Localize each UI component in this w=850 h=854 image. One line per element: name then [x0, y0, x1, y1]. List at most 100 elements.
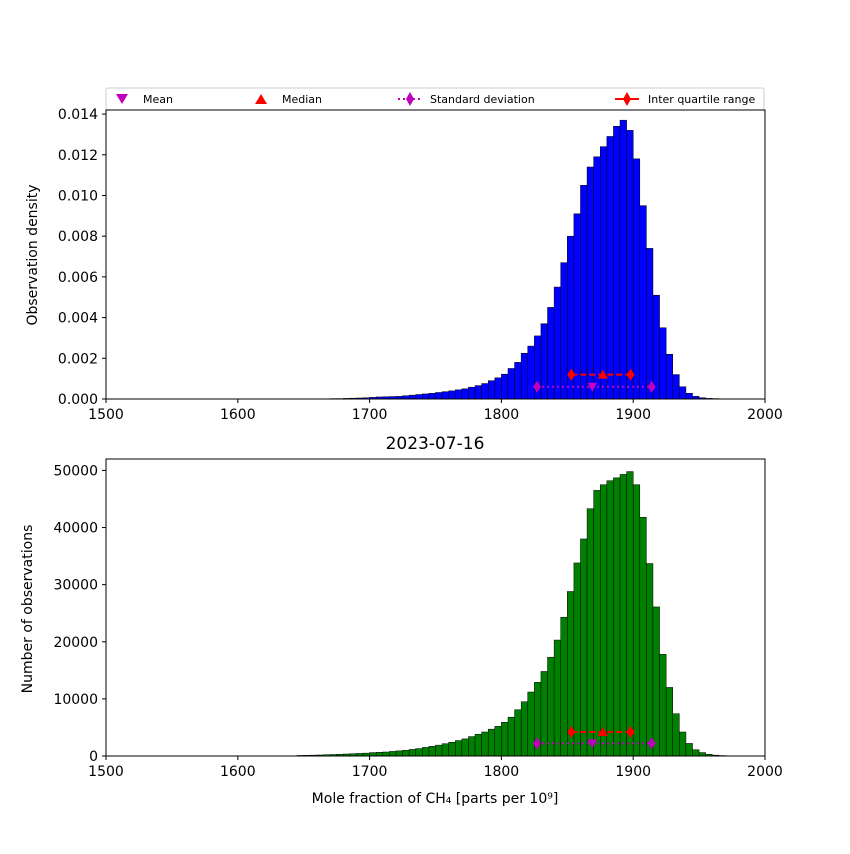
- y-tick-label: 0.002: [58, 351, 98, 367]
- histogram-bar: [580, 539, 587, 756]
- legend-label-mean: Mean: [143, 93, 173, 106]
- x-tick-label: 1600: [220, 764, 256, 780]
- histogram-bar: [501, 374, 508, 399]
- legend-label-std: Standard deviation: [430, 93, 535, 106]
- histogram-bar: [627, 130, 634, 399]
- x-tick-label: 1600: [220, 407, 256, 423]
- histogram-bar: [475, 386, 482, 399]
- histogram-bar: [607, 481, 614, 756]
- histogram-bar: [679, 732, 686, 756]
- y-tick-label: 0.006: [58, 270, 98, 286]
- histogram-bar: [488, 381, 495, 399]
- histogram-bar: [574, 563, 581, 756]
- bottom-xlabel: Mole fraction of CH₄ [parts per 10⁹]: [312, 791, 559, 807]
- histogram-bar: [627, 472, 634, 756]
- x-tick-label: 2000: [747, 764, 783, 780]
- histogram-bar: [660, 654, 667, 756]
- histogram-bar: [561, 617, 568, 756]
- histogram-bar: [554, 640, 561, 756]
- histogram-bar: [462, 739, 469, 756]
- x-tick-label: 1900: [615, 407, 651, 423]
- histogram-bar: [403, 750, 410, 756]
- histogram-bar: [673, 375, 680, 399]
- histogram-bar: [396, 751, 403, 756]
- histogram-bar: [409, 749, 416, 756]
- histogram-bar: [600, 485, 607, 756]
- x-tick-label: 1800: [484, 764, 520, 780]
- histogram-bar: [436, 745, 443, 756]
- histogram-bar: [528, 692, 535, 756]
- x-tick-label: 1700: [352, 764, 388, 780]
- x-tick-label: 1500: [88, 407, 124, 423]
- legend-label-iqr: Inter quartile range: [648, 93, 755, 106]
- top-ylabel: Observation density: [25, 184, 41, 325]
- histogram-bar: [429, 746, 436, 756]
- y-tick-label: 0.004: [58, 311, 98, 327]
- histogram-bar: [646, 564, 653, 756]
- histogram-bar: [370, 753, 377, 756]
- y-tick-label: 10000: [53, 692, 98, 708]
- histogram-bar: [416, 395, 423, 399]
- histogram-bar: [548, 307, 555, 399]
- histogram-bar: [660, 328, 667, 399]
- histogram-bar: [436, 392, 443, 399]
- histogram-bar: [482, 384, 489, 399]
- histogram-bar: [613, 126, 620, 399]
- histogram-bar: [515, 362, 522, 399]
- y-tick-label: 0.012: [58, 148, 98, 164]
- histogram-bar: [409, 395, 416, 399]
- bottom-ylabel: Number of observations: [20, 525, 36, 694]
- x-tick-label: 1700: [352, 407, 388, 423]
- histogram-bar: [442, 392, 449, 399]
- y-tick-label: 0.014: [58, 107, 98, 123]
- histogram-bar: [389, 751, 396, 756]
- histogram-bar: [468, 387, 475, 399]
- histogram-bar: [383, 752, 390, 756]
- histogram-bar: [455, 390, 462, 399]
- histogram-bar: [666, 354, 673, 399]
- y-tick-label: 50000: [53, 463, 98, 479]
- y-tick-label: 0.010: [58, 188, 98, 204]
- histogram-bar: [587, 509, 594, 756]
- histogram-bar: [699, 753, 706, 756]
- bottom-title: 2023-07-16: [386, 434, 485, 454]
- histogram-bar: [633, 159, 640, 399]
- histogram-bar: [495, 726, 502, 756]
- histogram-bar: [376, 752, 383, 756]
- histogram-bar: [580, 185, 587, 399]
- histogram-bar: [646, 248, 653, 399]
- histogram-bar: [640, 206, 647, 399]
- y-tick-label: 0: [89, 749, 98, 765]
- legend-label-median: Median: [282, 93, 322, 106]
- histogram-bar: [607, 136, 614, 399]
- histogram-bar: [613, 478, 620, 756]
- histogram-bar: [679, 387, 686, 399]
- histogram-bar: [475, 734, 482, 756]
- legend: Mean Median Standard deviation Inter qua…: [106, 88, 764, 110]
- histogram-bar: [442, 744, 449, 756]
- histogram-bar: [541, 324, 548, 399]
- histogram-bar: [554, 287, 561, 399]
- histogram-bar: [468, 737, 475, 756]
- x-tick-label: 1500: [88, 764, 124, 780]
- histogram-bar: [653, 607, 660, 756]
- histogram-bar: [594, 490, 601, 756]
- histogram-bar: [673, 714, 680, 756]
- x-tick-label: 1900: [615, 764, 651, 780]
- histogram-bar: [508, 717, 515, 756]
- histogram-bar: [528, 346, 535, 399]
- histogram-bar: [561, 263, 568, 399]
- histogram-bar: [693, 750, 700, 756]
- histogram-bar: [666, 687, 673, 756]
- histogram-bar: [416, 749, 423, 756]
- histogram-bar: [541, 671, 548, 756]
- histogram-bar: [640, 517, 647, 756]
- x-tick-label: 1800: [484, 407, 520, 423]
- y-tick-label: 30000: [53, 578, 98, 594]
- histogram-bar: [482, 732, 489, 756]
- histogram-bar: [422, 394, 429, 399]
- histogram-bar: [686, 743, 693, 756]
